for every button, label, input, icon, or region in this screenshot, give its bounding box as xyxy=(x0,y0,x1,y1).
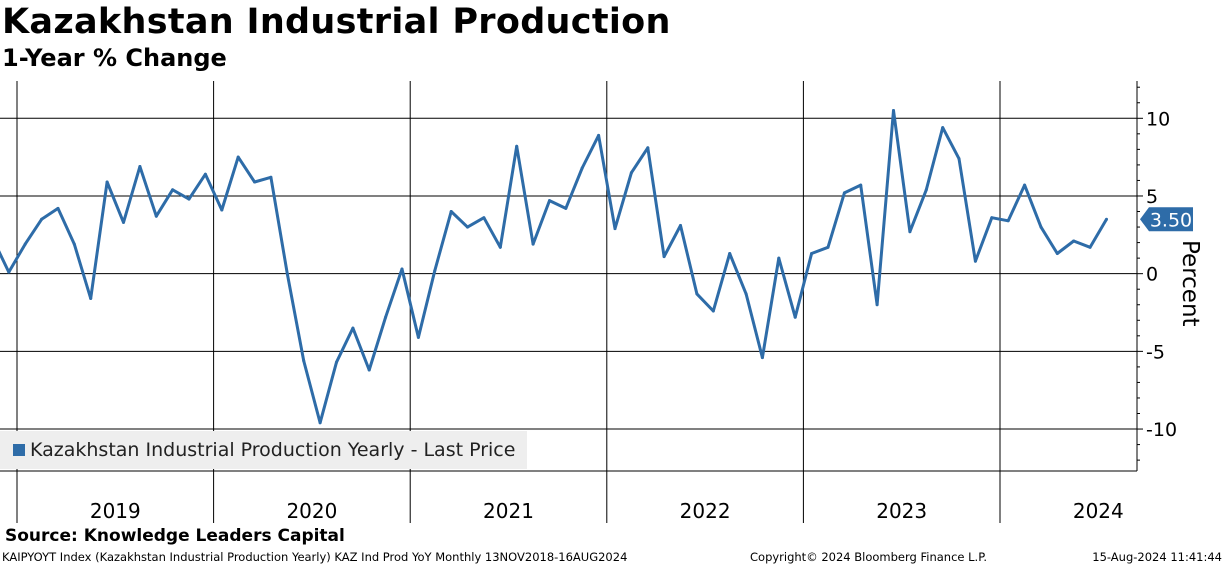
data-point xyxy=(384,315,388,319)
last-value-badge xyxy=(1140,207,1193,232)
data-point xyxy=(973,259,977,263)
data-point xyxy=(7,270,11,274)
data-point xyxy=(629,171,633,175)
data-point xyxy=(23,242,27,246)
data-point xyxy=(760,356,764,360)
data-point xyxy=(564,206,568,210)
data-point xyxy=(597,133,601,137)
data-point xyxy=(1072,239,1076,243)
data-point xyxy=(302,359,306,363)
data-point xyxy=(580,166,584,170)
footer-timestamp: 15-Aug-2024 11:41:44 xyxy=(1092,550,1222,564)
y-axis-label: Percent xyxy=(1177,240,1203,327)
data-point xyxy=(842,191,846,195)
data-point xyxy=(171,188,175,192)
data-point xyxy=(466,225,469,229)
data-point xyxy=(613,227,617,231)
footer-copyright: Copyright© 2024 Bloomberg Finance L.P. xyxy=(750,550,987,564)
data-point xyxy=(875,303,879,307)
x-tick-label: 2023 xyxy=(876,499,927,523)
data-point xyxy=(72,242,76,246)
data-point xyxy=(892,109,895,112)
data-point xyxy=(1055,252,1059,255)
chart-title: Kazakhstan Industrial Production xyxy=(2,2,671,42)
y-tick-label: 0 xyxy=(1146,264,1158,286)
data-point xyxy=(744,292,748,296)
data-point xyxy=(728,252,732,255)
data-point xyxy=(957,157,961,161)
data-point xyxy=(515,144,519,148)
data-point xyxy=(662,255,666,259)
source-note: Source: Knowledge Leaders Capital xyxy=(5,526,345,546)
data-point xyxy=(826,245,830,249)
x-tick-label: 2024 xyxy=(1073,499,1124,523)
x-tick-label: 2022 xyxy=(680,499,731,523)
data-point xyxy=(449,210,453,213)
x-tick-label: 2021 xyxy=(483,499,534,523)
data-point xyxy=(335,360,338,364)
data-point xyxy=(138,165,142,168)
legend-label: Kazakhstan Industrial Production Yearly … xyxy=(30,439,516,461)
y-tick-label: -10 xyxy=(1146,419,1177,441)
y-tick-label: 10 xyxy=(1146,108,1170,130)
data-point xyxy=(990,216,994,220)
data-point xyxy=(89,297,93,300)
data-point xyxy=(924,188,928,192)
y-tick-label: 5 xyxy=(1146,186,1158,208)
data-point xyxy=(695,292,699,296)
data-point xyxy=(941,126,945,130)
data-point xyxy=(1006,219,1010,223)
footer-index-info: KAIPYOYT Index (Kazakhstan Industrial Pr… xyxy=(2,550,628,564)
data-point xyxy=(154,214,158,218)
data-point xyxy=(548,199,551,203)
data-point xyxy=(1039,225,1043,229)
data-point xyxy=(810,252,814,255)
data-point xyxy=(203,172,207,176)
data-point xyxy=(351,326,355,330)
data-point xyxy=(105,180,109,184)
data-point xyxy=(711,309,715,313)
data-point xyxy=(40,217,44,221)
last-value-label: 3.50 xyxy=(1150,209,1192,231)
data-point xyxy=(400,267,404,271)
data-point xyxy=(777,256,781,260)
data-point xyxy=(318,421,322,425)
y-tick-label: -5 xyxy=(1146,341,1165,363)
data-point xyxy=(1105,217,1108,221)
data-point xyxy=(187,197,191,201)
data-point xyxy=(56,206,60,210)
data-point xyxy=(433,269,437,273)
data-point xyxy=(367,368,371,372)
x-tick-label: 2019 xyxy=(90,499,141,523)
data-point xyxy=(253,180,257,184)
data-point xyxy=(482,216,486,220)
data-point xyxy=(122,220,125,224)
data-point xyxy=(236,155,240,159)
legend-swatch xyxy=(13,444,25,456)
data-point xyxy=(679,224,682,227)
legend: Kazakhstan Industrial Production Yearly … xyxy=(0,431,527,469)
data-point xyxy=(793,315,797,319)
data-point xyxy=(531,242,535,246)
data-point xyxy=(416,335,420,339)
data-point xyxy=(859,183,863,187)
data-point xyxy=(1023,183,1027,187)
data-point xyxy=(498,245,502,249)
data-point xyxy=(220,208,224,212)
chart-subtitle: 1-Year % Change xyxy=(2,44,227,72)
data-point xyxy=(646,146,650,150)
x-tick-label: 2020 xyxy=(286,499,337,523)
data-point xyxy=(908,230,912,234)
data-point xyxy=(269,175,273,179)
series-line xyxy=(0,109,1108,425)
data-point xyxy=(285,272,289,276)
data-point xyxy=(1088,245,1092,249)
